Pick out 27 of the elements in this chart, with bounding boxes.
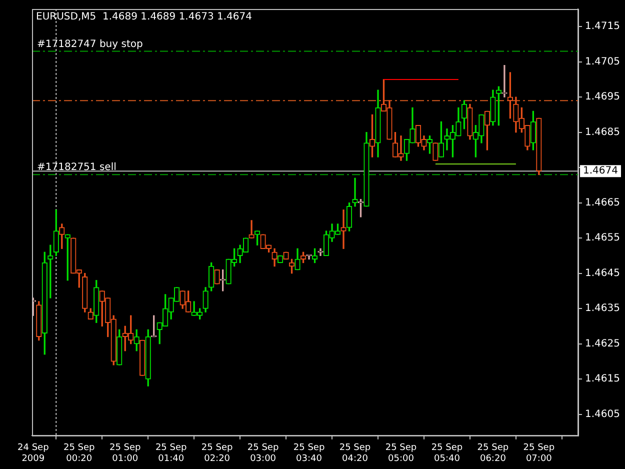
x-tick-label: 25 Sep 04:20: [339, 443, 371, 464]
y-tick-label: 1.4615: [585, 374, 620, 385]
ref-line-label: #17182751 sell: [37, 162, 116, 174]
y-tick-label: 1.4715: [585, 21, 620, 32]
y-tick-label: 1.4705: [585, 56, 620, 68]
x-tick-label: 25 Sep 00:20: [63, 443, 96, 464]
y-tick-label: 1.4655: [585, 232, 620, 244]
x-tick-label: 24 Sep 2009: [18, 443, 50, 464]
x-tick-label: 25 Sep 01:00: [109, 443, 142, 464]
y-tick-label: 1.4635: [585, 303, 620, 314]
chart-title: EURUSD,M5 1.4689 1.4689 1.4673 1.4674: [36, 12, 252, 23]
ref-line-label: #17182747 buy stop: [37, 38, 143, 50]
x-tick-label: 25 Sep 06:20: [477, 443, 509, 464]
y-tick-label: 1.4625: [585, 338, 620, 350]
y-tick-label: 1.4695: [585, 92, 620, 103]
ref-line-label: 1.4674: [583, 166, 618, 177]
y-tick-label: 1.4605: [585, 408, 620, 420]
x-tick-label: 25 Sep 03:40: [293, 443, 325, 464]
x-tick-label: 25 Sep 05:00: [385, 443, 417, 464]
x-tick-label: 25 Sep 07:00: [523, 443, 555, 464]
y-tick-label: 1.4685: [585, 126, 620, 138]
x-tick-label: 25 Sep 01:40: [155, 443, 188, 464]
x-tick-label: 25 Sep 03:00: [247, 443, 279, 464]
x-tick-label: 25 Sep 05:40: [431, 443, 463, 464]
x-tick-label: 25 Sep 02:20: [201, 443, 233, 464]
y-tick-label: 1.4665: [585, 197, 620, 208]
y-tick-label: 1.4645: [585, 268, 620, 279]
